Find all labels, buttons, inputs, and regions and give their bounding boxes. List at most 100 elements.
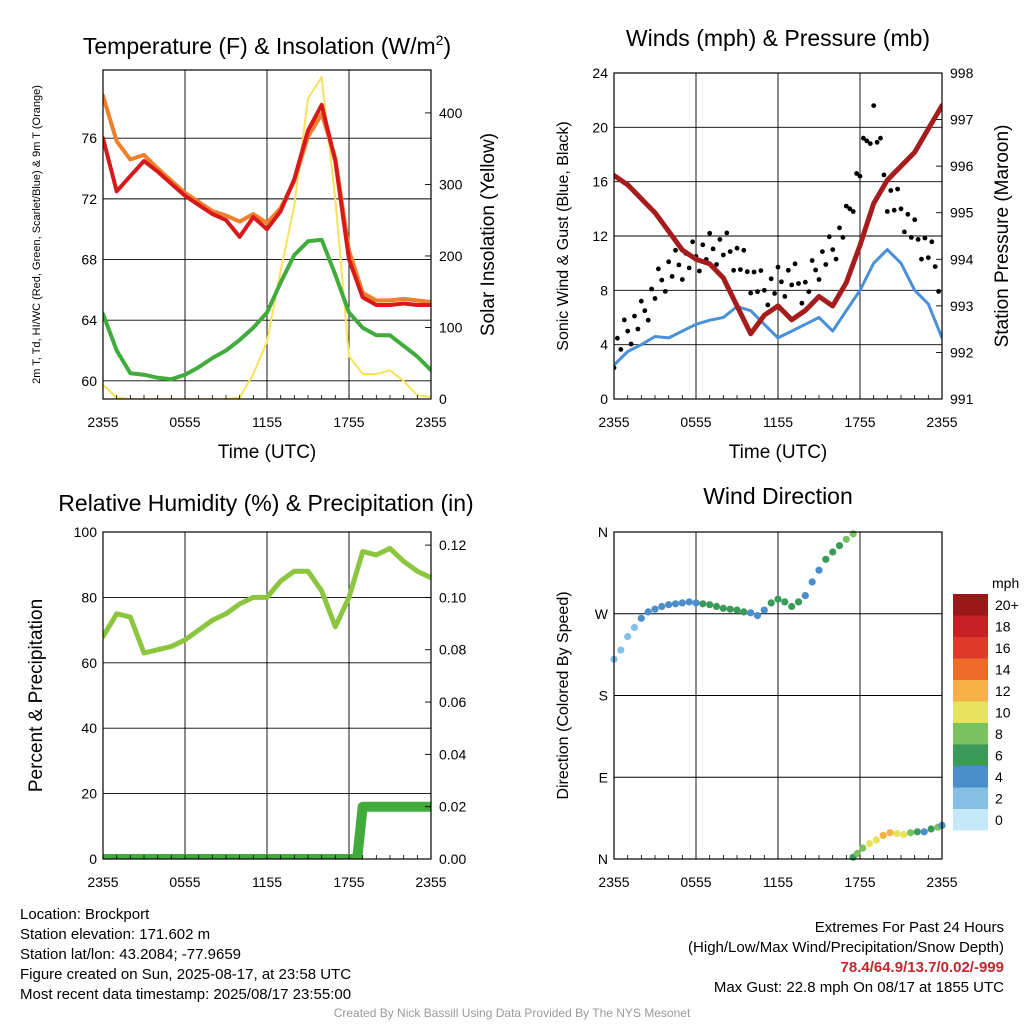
direction-point (733, 606, 741, 614)
y-tick-label: N (598, 851, 608, 867)
gust-point (806, 289, 812, 295)
gust-point (741, 247, 747, 253)
gust-point (738, 267, 743, 272)
direction-point (866, 840, 874, 848)
gust-point (632, 313, 637, 319)
y-tick-label: E (599, 769, 608, 785)
gust-point (816, 277, 822, 282)
elevation-text: Station elevation: 171.602 m (20, 926, 211, 943)
gust-point (925, 255, 931, 261)
direction-point (747, 609, 755, 617)
direction-point (849, 530, 857, 538)
gust-point (720, 252, 726, 258)
gust-point (874, 139, 880, 145)
pressure-line (614, 103, 942, 337)
gust-point (922, 235, 928, 241)
direction-point (630, 623, 639, 632)
colorbar-swatch (953, 637, 988, 659)
humidity-line (103, 545, 431, 656)
direction-point (760, 606, 768, 614)
humidity-precip-panel: Relative Humidity (%) & Precipitation (i… (26, 490, 474, 890)
colorbar-tick-label: 6 (995, 747, 1003, 763)
x-tick-label: 2355 (598, 414, 629, 430)
y-axis-label: 2m T, Td, HI/WC (Red, Green, Scarlet/Blu… (31, 85, 43, 384)
gust-point (820, 249, 825, 255)
gust-point (895, 186, 900, 192)
y-tick-label: 24 (592, 65, 608, 81)
x-tick-label: 2355 (598, 874, 629, 890)
gust-point (673, 247, 678, 253)
direction-point (706, 601, 714, 609)
colorbar-swatch (953, 787, 988, 809)
right-tick-label: 995 (950, 205, 974, 221)
gust-point (915, 237, 921, 242)
colorbar-tick-label: 16 (995, 640, 1011, 656)
direction-point (665, 601, 673, 609)
direction-point (842, 535, 850, 543)
direction-point (719, 604, 727, 612)
gust-point (659, 277, 665, 283)
direction-point (767, 599, 775, 607)
y-tick-label: 0 (89, 851, 97, 867)
gust-point (615, 335, 620, 341)
gust-point (847, 206, 853, 212)
gust-point (813, 267, 818, 273)
y-tick-label: 64 (81, 312, 97, 328)
colorbar-tick-label: 18 (995, 618, 1011, 634)
direction-point (879, 831, 887, 840)
extremes-title: Extremes For Past 24 Hours (814, 919, 1004, 936)
colorbar-tick-label: 0 (995, 812, 1003, 828)
direction-point (699, 600, 707, 608)
gust-point (642, 308, 648, 314)
gust-point (809, 258, 815, 263)
y-tick-label: 80 (81, 589, 97, 605)
x-tick-label: 1155 (252, 874, 282, 890)
gust-point (731, 267, 736, 273)
direction-point (774, 595, 782, 603)
right-tick-label: 0.06 (439, 694, 466, 710)
direction-point (815, 566, 823, 574)
x-tick-label: 2355 (926, 874, 957, 890)
y-tick-label: 12 (592, 228, 608, 244)
gust-point (891, 207, 897, 213)
x-tick-label: 1755 (333, 414, 364, 430)
extremes-subtitle: (High/Low/Max Wind/Precipitation/Snow De… (688, 939, 1004, 956)
colorbar-tick-label: 14 (995, 661, 1011, 677)
direction-point (927, 825, 935, 833)
direction-point (781, 598, 789, 606)
y-axis-label: Percent & Precipitation (26, 599, 47, 792)
gust-point (638, 298, 644, 304)
colorbar-tick-label: 8 (995, 726, 1003, 742)
right-tick-label: 992 (950, 344, 974, 360)
colorbar-swatch (953, 615, 988, 637)
right-tick-label: 0.12 (439, 537, 466, 553)
direction-point (920, 828, 928, 836)
wind-direction-title: Wind Direction (703, 483, 853, 509)
gust-point (775, 264, 781, 270)
gust-point (779, 279, 784, 285)
x-tick-label: 0555 (169, 414, 200, 430)
colorbar-swatch (953, 766, 988, 788)
colorbar-swatch (953, 744, 988, 766)
gust-point (785, 267, 791, 273)
colorbar-tick-label: 4 (995, 769, 1003, 785)
x-tick-label: 0555 (680, 874, 711, 890)
gust-point (929, 239, 935, 245)
credit-text: Created By Nick Bassill Using Data Provi… (333, 1006, 691, 1020)
x-tick-label: 2355 (87, 414, 118, 430)
x-tick-label: 2355 (415, 874, 446, 890)
colorbar-tick-label: 12 (995, 683, 1011, 699)
y-tick-label: 76 (81, 130, 97, 146)
y-axis-label: Direction (Colored By Speed) (555, 591, 572, 799)
gust-point (871, 103, 877, 108)
direction-point (808, 578, 816, 586)
direction-point (740, 608, 748, 616)
right-tick-label: 0 (439, 391, 447, 407)
right-axis-label: Solar Insolation (Yellow) (478, 133, 499, 336)
y-tick-label: 0 (600, 391, 608, 407)
right-tick-label: 0.00 (439, 851, 466, 867)
right-tick-label: 400 (439, 105, 463, 121)
humidity-title: Relative Humidity (%) & Precipitation (i… (58, 490, 473, 516)
right-tick-label: 998 (950, 65, 974, 81)
y-tick-label: 20 (81, 786, 97, 802)
